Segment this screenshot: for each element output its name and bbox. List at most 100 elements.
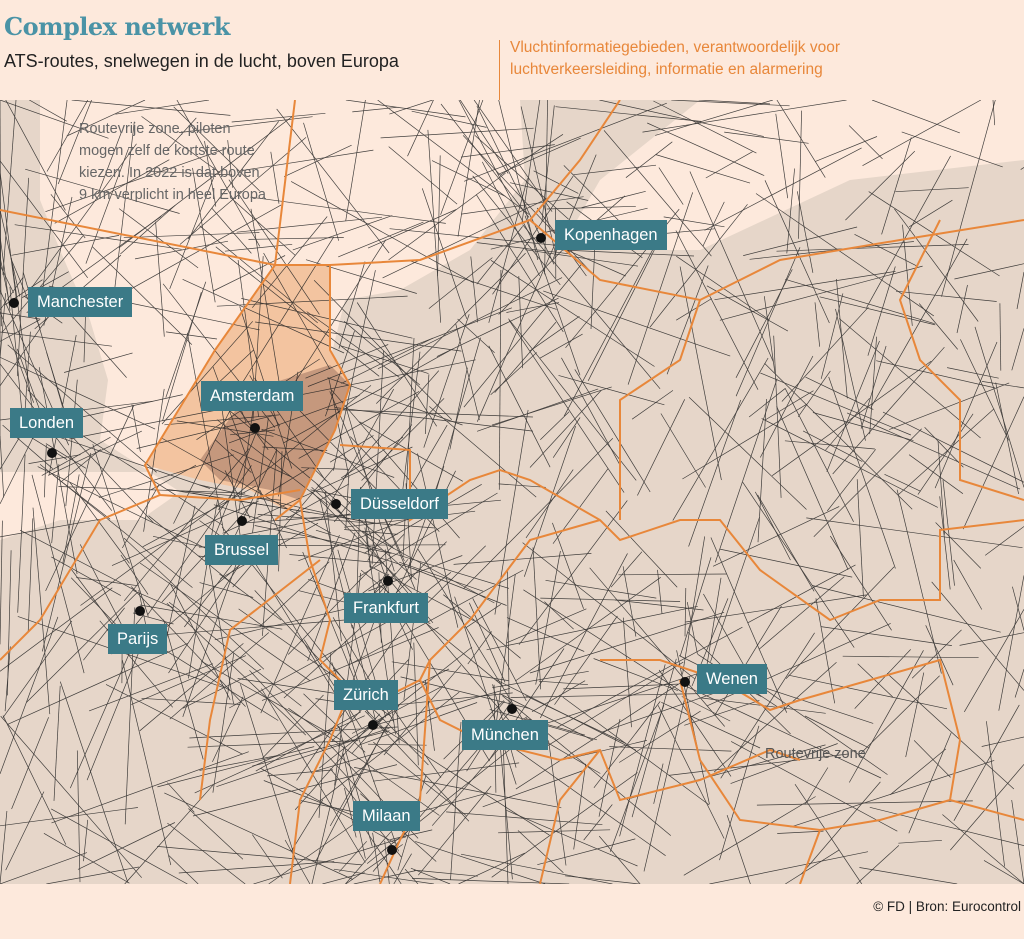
route-segment [491,386,612,426]
route-segment [168,601,302,707]
route-segment [228,179,320,315]
route-segment [924,427,964,468]
route-segment [730,743,838,784]
route-segment [449,367,468,450]
route-segment [17,454,26,613]
route-segment [320,388,395,521]
route-segment [679,266,722,481]
route-segment [252,417,269,533]
route-segment [9,286,24,430]
route-segment [413,869,478,877]
route-segment [51,751,249,824]
route-segment [898,408,995,495]
route-segment [894,208,979,322]
route-segment [139,643,244,732]
route-segment [37,466,226,559]
route-segment [764,390,814,421]
route-segment [76,577,138,587]
route-segment [261,428,395,478]
route-segment [301,467,349,470]
route-segment [1012,586,1024,631]
route-segment [252,834,283,879]
route-segment [313,280,453,421]
route-segment [681,696,731,722]
route-segment [292,215,393,251]
route-segment [974,326,1024,488]
route-segment [292,239,387,386]
route-segment [773,335,782,498]
route-segment [785,566,895,679]
route-segment [80,498,228,606]
route-segment [0,518,101,538]
route-segment [986,721,1005,867]
route-segment [518,500,628,645]
route-segment [70,567,120,634]
route-segment [0,810,8,884]
route-segment [474,135,569,220]
route-segment [85,148,129,264]
route-segment [0,100,109,139]
route-segment [278,359,476,400]
route-segment [953,704,1020,821]
route-segment [349,569,524,665]
route-segment [476,227,563,422]
route-segment [178,861,335,874]
route-segment [535,550,561,685]
route-segment [522,542,696,680]
route-segment [1011,799,1024,884]
route-segment [508,320,625,493]
route-segment [686,602,698,655]
route-segment [895,187,969,193]
city-dot-amsterdam [250,423,260,433]
route-segment [683,796,816,876]
route-segment [757,398,767,543]
route-segment [1014,668,1024,698]
route-segment [399,351,421,511]
route-segment [992,100,996,126]
route-segment [92,246,193,345]
route-segment [457,318,495,353]
route-segment [4,646,11,712]
route-segment [801,781,881,875]
route-segment [286,483,350,520]
route-segment [276,108,390,254]
route-segment [710,517,760,662]
route-segment [498,100,539,260]
route-segment [390,705,442,778]
route-segment [188,808,244,860]
route-segment [69,629,141,789]
route-segment [685,594,867,623]
route-segment [884,473,921,492]
route-segment [446,811,603,826]
route-segment [342,370,440,480]
route-segment [642,100,847,133]
route-segment [0,435,5,498]
route-segment [709,851,869,884]
route-segment [338,261,366,349]
route-segment [39,464,193,588]
route-segment [524,215,581,376]
route-segment [344,529,398,535]
route-segment [983,860,1024,884]
route-segment [742,482,855,648]
route-segment [544,601,574,630]
route-segment [666,265,709,375]
route-segment [199,755,278,771]
route-segment [653,763,664,804]
route-segment [913,740,951,778]
route-segment [705,151,753,179]
ats-routes [0,100,1024,884]
route-segment [341,337,434,384]
route-segment [115,100,210,115]
route-segment [719,265,923,321]
route-segment [0,209,21,297]
city-dot-milaan [387,845,397,855]
route-segment [465,604,502,629]
route-segment [31,474,85,674]
route-segment [123,448,250,602]
route-segment [328,377,350,478]
route-segment [118,208,199,269]
route-segment [57,100,92,185]
route-segment [463,438,614,590]
route-segment [383,665,462,756]
